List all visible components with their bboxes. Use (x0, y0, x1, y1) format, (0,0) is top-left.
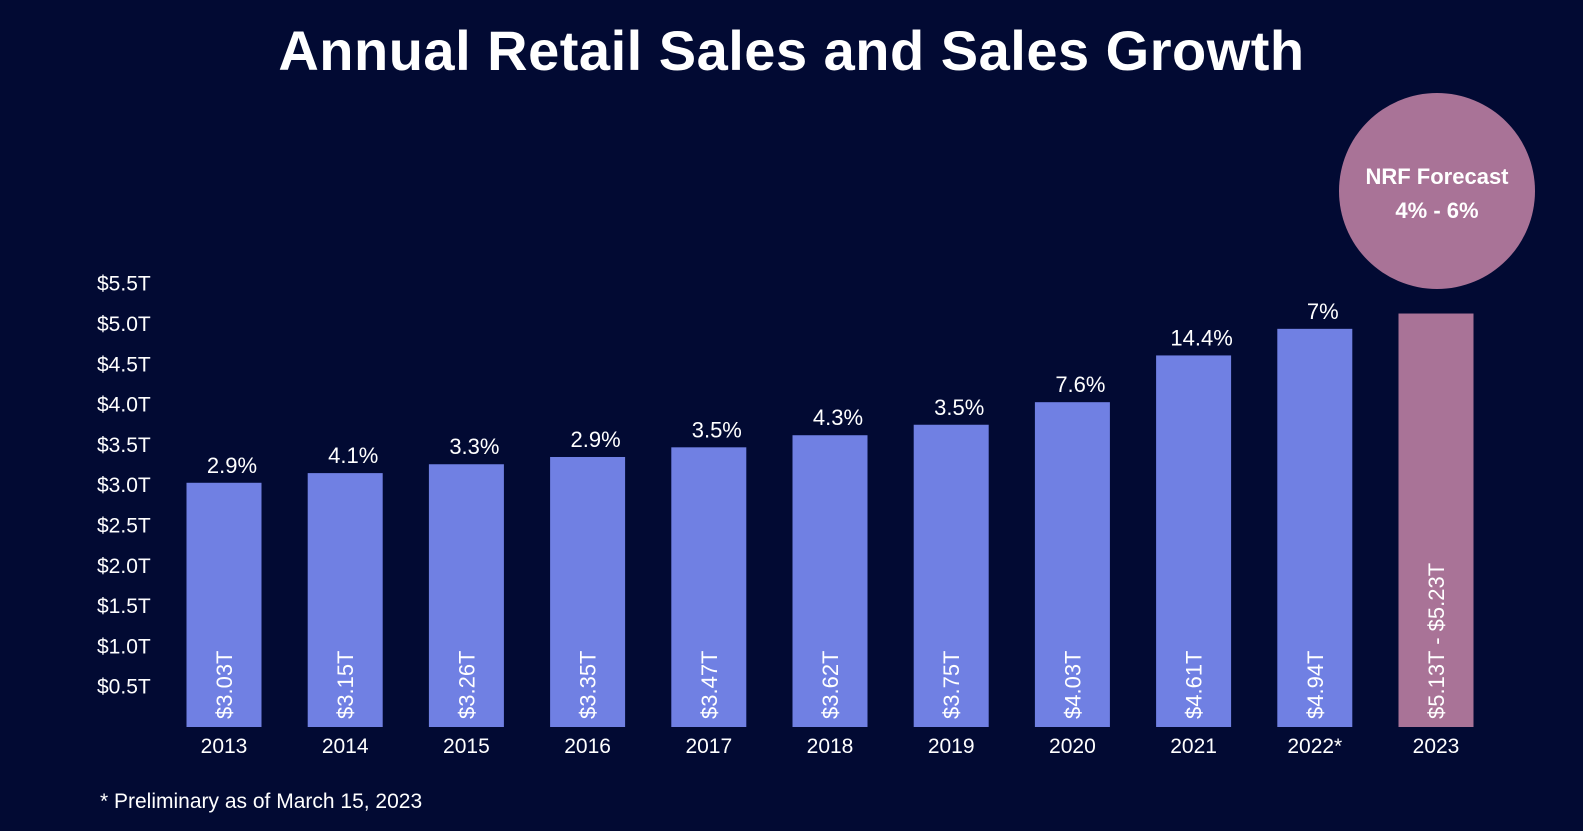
bar-value-label: $4.03T (1060, 651, 1085, 720)
y-tick-label: $5.0T (97, 313, 151, 336)
bar-value-label: $4.61T (1182, 651, 1207, 720)
x-tick-label: 2020 (1049, 735, 1096, 758)
forecast-bar (1398, 313, 1474, 727)
bar (671, 447, 747, 727)
growth-label: 3.5% (692, 417, 742, 442)
x-tick-label: 2015 (443, 735, 490, 758)
growth-label: 7.6% (1055, 372, 1105, 397)
bar (792, 435, 868, 727)
growth-label: 3.5% (934, 395, 984, 420)
bar-value-label: $3.62T (818, 651, 843, 720)
chart-title: Annual Retail Sales and Sales Growth (278, 19, 1305, 82)
growth-label: 4.1% (328, 443, 378, 468)
x-tick-label: 2021 (1170, 735, 1217, 758)
bar-value-label: $5.13T - $5.23T (1424, 563, 1449, 719)
growth-label: 4.3% (813, 405, 863, 430)
y-tick-label: $3.5T (97, 434, 151, 457)
bar (307, 473, 383, 727)
forecast-badge-line2: 4% - 6% (1395, 198, 1478, 223)
y-tick-label: $4.0T (97, 394, 151, 417)
y-axis: $0.5T $1.0T $1.5T $2.0T $2.5T $3.0T $3.5T $4.0T… (97, 273, 151, 699)
footnote: * Preliminary as of March 15, 2023 (100, 790, 423, 813)
y-tick-label: $2.0T (97, 555, 151, 578)
forecast-badge: NRF Forecast 4% - 6% (1339, 93, 1535, 289)
y-tick-label: $4.5T (97, 353, 151, 376)
x-tick-label: 2013 (201, 735, 248, 758)
y-tick-label: $2.5T (97, 515, 151, 538)
bar (186, 482, 262, 727)
bar (1034, 402, 1110, 727)
x-tick-label: 2014 (322, 735, 369, 758)
bar-value-label: $3.75T (939, 651, 964, 720)
bar (1156, 355, 1232, 727)
growth-label: 2.9% (207, 453, 257, 478)
bar-value-label: $4.94T (1303, 651, 1328, 720)
y-tick-label: $1.0T (97, 635, 151, 658)
bar (550, 456, 626, 727)
bar (1277, 328, 1353, 727)
x-tick-label: 2017 (685, 735, 732, 758)
bar-value-label: $3.47T (697, 651, 722, 720)
growth-label: 2.9% (571, 427, 621, 452)
bar-value-label: $3.03T (212, 651, 237, 720)
bar (428, 464, 504, 727)
y-tick-label: $1.5T (97, 595, 151, 618)
bar-value-label: $3.26T (454, 651, 479, 720)
bar-value-label: $3.35T (576, 651, 601, 720)
forecast-badge-line1: NRF Forecast (1365, 164, 1509, 189)
forecast-badge-circle (1339, 93, 1535, 289)
x-tick-label: 2023 (1413, 735, 1460, 758)
x-tick-label: 2016 (564, 735, 611, 758)
growth-label: 7% (1307, 299, 1339, 324)
y-tick-label: $0.5T (97, 676, 151, 699)
bars-group: $3.03T 2.9% $3.15T 4.1% $3.26T 3.3% $3.35T 2.9%… (186, 299, 1474, 727)
bar (913, 424, 989, 727)
bar-value-label: $3.15T (333, 651, 358, 720)
growth-label: 14.4% (1170, 325, 1232, 350)
x-axis: 2013 2014 2015 2016 2017 2018 2019 2020 2021 2022… (201, 735, 1460, 758)
growth-label: 3.3% (449, 434, 499, 459)
x-tick-label: 2019 (928, 735, 975, 758)
y-tick-label: $5.5T (97, 273, 151, 296)
x-tick-label: 2022* (1287, 735, 1342, 758)
x-tick-label: 2018 (807, 735, 854, 758)
y-tick-label: $3.0T (97, 474, 151, 497)
